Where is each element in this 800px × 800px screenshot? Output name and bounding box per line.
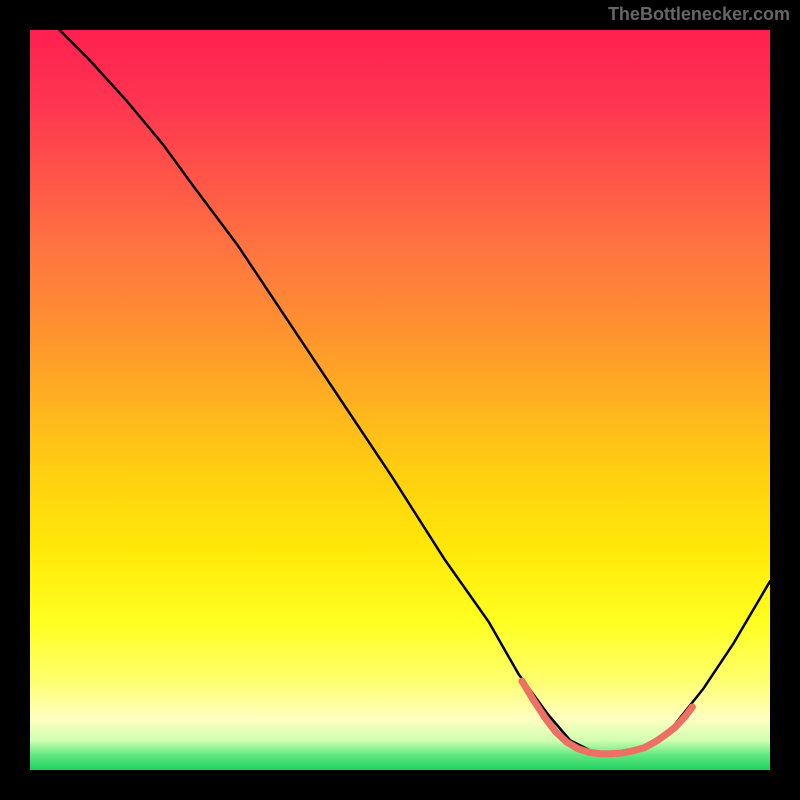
- main-curve-line: [60, 30, 770, 754]
- marker-dot: [519, 678, 526, 685]
- marker-dot: [552, 728, 559, 735]
- marker-dot: [630, 747, 637, 754]
- marker-dot: [574, 745, 581, 752]
- marker-group: [519, 678, 696, 758]
- marker-dot: [689, 704, 696, 711]
- marker-dot: [641, 744, 648, 751]
- marker-dot: [619, 749, 626, 756]
- marker-dot: [672, 724, 679, 731]
- marker-dot: [664, 730, 671, 737]
- marker-dot: [541, 713, 548, 720]
- marker-dot: [596, 750, 603, 757]
- marker-dot: [607, 750, 614, 757]
- marker-dot: [585, 749, 592, 756]
- chart-container: [30, 30, 770, 770]
- marker-dot: [654, 737, 661, 744]
- marker-dot: [681, 713, 688, 720]
- watermark-text: TheBottlenecker.com: [608, 4, 790, 25]
- curve-overlay: [30, 30, 770, 770]
- marker-dot: [530, 696, 537, 703]
- marker-dot: [563, 738, 570, 745]
